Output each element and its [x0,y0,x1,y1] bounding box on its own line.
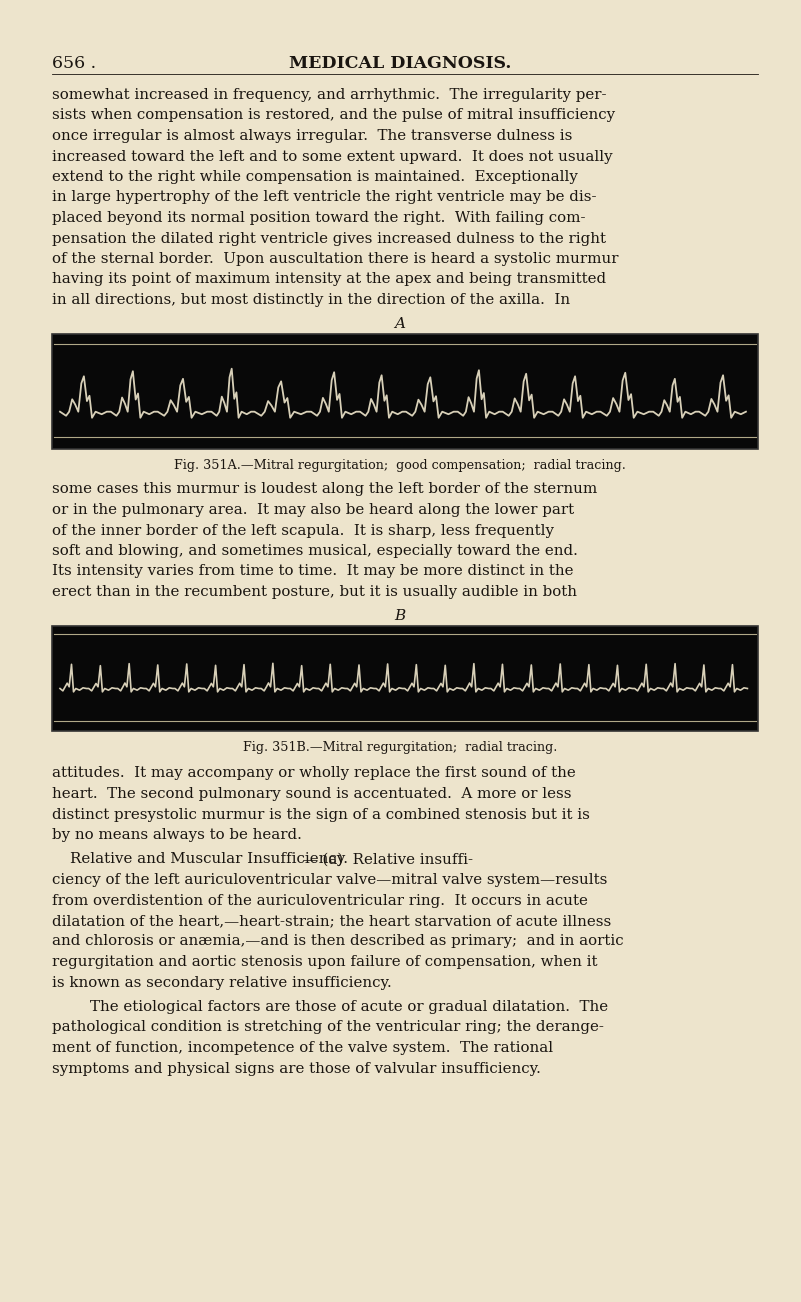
Text: in large hypertrophy of the left ventricle the right ventricle may be dis-: in large hypertrophy of the left ventric… [52,190,597,204]
Text: erect than in the recumbent posture, but it is usually audible in both: erect than in the recumbent posture, but… [52,585,577,599]
Text: placed beyond its normal position toward the right.  With failing com-: placed beyond its normal position toward… [52,211,586,225]
Text: B: B [394,609,405,624]
Text: regurgitation and aortic stenosis upon failure of compensation, when it: regurgitation and aortic stenosis upon f… [52,954,598,969]
Text: pathological condition is stretching of the ventricular ring; the derange-: pathological condition is stretching of … [52,1021,604,1035]
Text: of the sternal border.  Upon auscultation there is heard a systolic murmur: of the sternal border. Upon auscultation… [52,253,618,266]
Text: once irregular is almost always irregular.  The transverse dulness is: once irregular is almost always irregula… [52,129,573,143]
Text: and chlorosis or anæmia,—and is then described as primary;  and in aortic: and chlorosis or anæmia,—and is then des… [52,935,624,948]
Text: distinct presystolic murmur is the sign of a combined stenosis but it is: distinct presystolic murmur is the sign … [52,807,590,822]
Text: Fig. 351B.—Mitral regurgitation;  radial tracing.: Fig. 351B.—Mitral regurgitation; radial … [243,741,557,754]
Text: from overdistention of the auriculoventricular ring.  It occurs in acute: from overdistention of the auriculoventr… [52,893,588,907]
Text: ment of function, incompetence of the valve system.  The rational: ment of function, incompetence of the va… [52,1042,553,1055]
Text: extend to the right while compensation is maintained.  Exceptionally: extend to the right while compensation i… [52,171,578,184]
Text: having its point of maximum intensity at the apex and being transmitted: having its point of maximum intensity at… [52,272,606,286]
Text: heart.  The second pulmonary sound is accentuated.  A more or less: heart. The second pulmonary sound is acc… [52,786,571,801]
Text: somewhat increased in frequency, and arrhythmic.  The irregularity per-: somewhat increased in frequency, and arr… [52,89,606,102]
Text: The etiological factors are those of acute or gradual dilatation.  The: The etiological factors are those of acu… [52,1000,608,1014]
Text: Its intensity varies from time to time.  It may be more distinct in the: Its intensity varies from time to time. … [52,565,574,578]
Text: — (a)  Relative insuffi-: — (a) Relative insuffi- [298,853,473,867]
Text: attitudes.  It may accompany or wholly replace the first sound of the: attitudes. It may accompany or wholly re… [52,767,576,780]
Bar [52,333,758,448]
Text: symptoms and physical signs are those of valvular insufficiency.: symptoms and physical signs are those of… [52,1061,541,1075]
Text: dilatation of the heart,—heart-strain; the heart starvation of acute illness: dilatation of the heart,—heart-strain; t… [52,914,611,928]
Text: A: A [395,318,405,332]
Text: is known as secondary relative insufficiency.: is known as secondary relative insuffici… [52,975,392,990]
Text: Fig. 351A.—Mitral regurgitation;  good compensation;  radial tracing.: Fig. 351A.—Mitral regurgitation; good co… [174,458,626,471]
Text: ciency of the left auriculoventricular valve—mitral valve system—results: ciency of the left auriculoventricular v… [52,874,607,887]
Text: soft and blowing, and sometimes musical, especially toward the end.: soft and blowing, and sometimes musical,… [52,544,578,559]
Text: increased toward the left and to some extent upward.  It does not usually: increased toward the left and to some ex… [52,150,613,164]
Text: by no means always to be heard.: by no means always to be heard. [52,828,302,842]
Text: pensation the dilated right ventricle gives increased dulness to the right: pensation the dilated right ventricle gi… [52,232,606,246]
Text: or in the pulmonary area.  It may also be heard along the lower part: or in the pulmonary area. It may also be… [52,503,574,517]
Text: MEDICAL DIAGNOSIS.: MEDICAL DIAGNOSIS. [289,55,511,72]
Text: sists when compensation is restored, and the pulse of mitral insufficiency: sists when compensation is restored, and… [52,108,615,122]
Text: 656 .: 656 . [52,55,96,72]
Bar [52,625,758,730]
Text: some cases this murmur is loudest along the left border of the sternum: some cases this murmur is loudest along … [52,483,598,496]
Text: of the inner border of the left scapula.  It is sharp, less frequently: of the inner border of the left scapula.… [52,523,554,538]
Text: in all directions, but most distinctly in the direction of the axilla.  In: in all directions, but most distinctly i… [52,293,570,307]
Text: Relative and Muscular Insufficiency.: Relative and Muscular Insufficiency. [70,853,348,867]
